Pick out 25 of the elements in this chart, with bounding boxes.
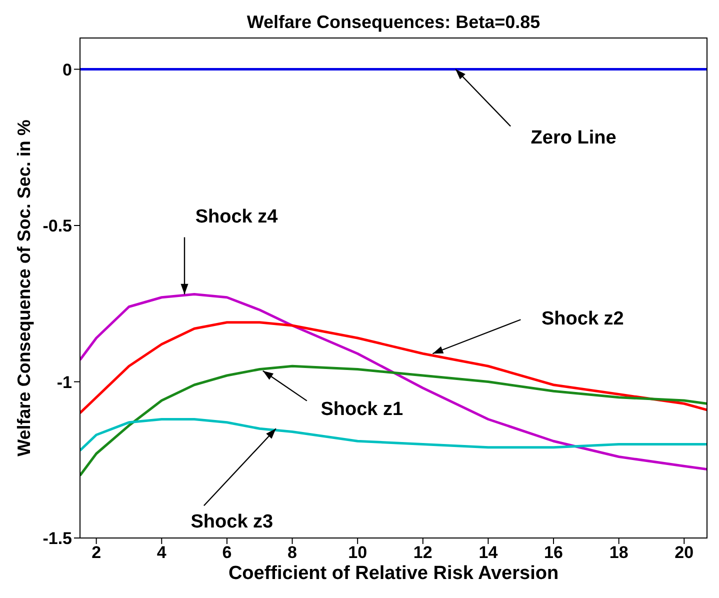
annotation: Shock z4 bbox=[195, 206, 278, 228]
annotation: Shock z2 bbox=[542, 308, 624, 330]
annotation: Shock z3 bbox=[190, 512, 274, 533]
x-tick-label: 2 bbox=[92, 543, 102, 562]
x-tick-label: 16 bbox=[544, 543, 563, 562]
x-tick-label: 8 bbox=[288, 543, 297, 562]
line-series bbox=[80, 418, 707, 452]
y-tick-label: -0.5 bbox=[42, 216, 72, 236]
x-tick-label: 10 bbox=[348, 543, 368, 562]
x-tick-label: 20 bbox=[674, 543, 694, 562]
line-series bbox=[80, 364, 707, 477]
y-tick-label: 0 bbox=[62, 60, 72, 80]
chart-title: Welfare Consequences: Beta=0.85 bbox=[246, 12, 540, 32]
x-tick-label: 6 bbox=[222, 543, 232, 562]
y-axis-title: Welfare Consequence of Soc. Sec. in % bbox=[14, 120, 34, 456]
line-series bbox=[80, 293, 707, 470]
y-tick-label: -1 bbox=[56, 372, 72, 392]
x-tick-label: 4 bbox=[156, 543, 167, 562]
x-axis-title: Coefficient of Relative Risk Aversion bbox=[228, 563, 559, 584]
annotation: Shock z1 bbox=[320, 398, 404, 420]
x-tick-label: 18 bbox=[609, 543, 628, 562]
y-tick-label: -1.5 bbox=[42, 529, 72, 548]
x-tick-label: 14 bbox=[478, 543, 498, 562]
annotation: Zero Line bbox=[530, 127, 616, 148]
x-tick-label: 12 bbox=[413, 543, 432, 562]
